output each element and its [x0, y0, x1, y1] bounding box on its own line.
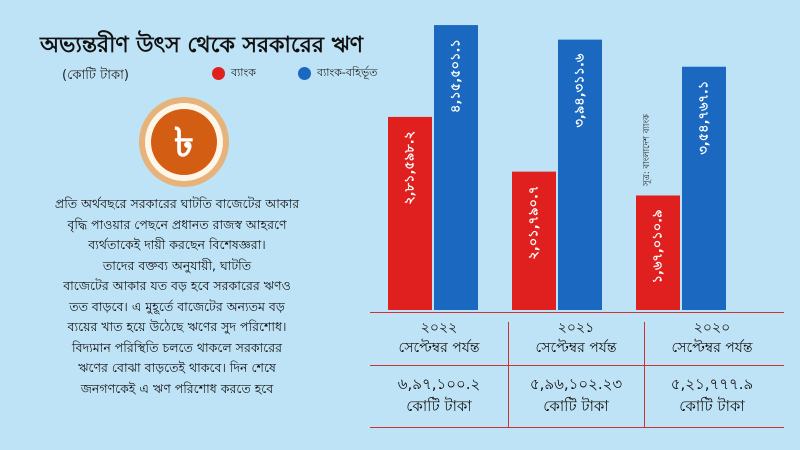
paragraph-line: তত বাড়বে। এ মুহূর্তে বাজেটের অন্যতম বড় — [69, 298, 285, 314]
source-note: সূত্র: বাংলাদেশ ব্যাংক — [642, 114, 652, 186]
paragraph-line: ব্যর্থতাকেই দায়ী করছেন বিশেষজ্ঞরা। — [88, 237, 266, 252]
year-cell: ২০২১ সেপ্টেম্বর পর্যন্ত — [508, 318, 644, 358]
total-cell: ৫,৯৬,১০২.২৩ কোটি টাকা — [508, 373, 644, 417]
period-label: সেপ্টেম্বর পর্যন্ত — [398, 340, 480, 356]
taka-symbol: ৳ — [174, 120, 194, 166]
paragraph-line: ব্যয়ের খাত হয়ে উঠেছে ঋণের সুদ পরিশোধ। — [67, 319, 287, 334]
chart-title: অভ্যন্তরীণ উৎস থেকে সরকারের ঋণ — [40, 33, 364, 58]
legend-nonbank: ব্যাংক-বহির্ভূত — [298, 64, 377, 83]
paragraph-line: জনগণকেই এ ঋণ পরিশোধ করতে হবে — [80, 380, 274, 396]
table-top-rule — [370, 312, 784, 313]
description-paragraph: প্রতি অর্থবছরে সরকারের ঘাটতি বাজেটের আকা… — [6, 194, 348, 399]
total-cell: ৫,২১,৭৭৭.৯ কোটি টাকা — [644, 373, 780, 417]
bar-bank — [512, 171, 556, 310]
total-unit: কোটি টাকা — [406, 397, 472, 415]
total-value: ৫,৯৬,১০২.২৩ — [529, 375, 623, 393]
legend-bank-label: ব্যাংক — [231, 66, 256, 79]
bar-value-label: ২,০১,৭৯০.৭ — [527, 186, 542, 260]
bar-value-label: ৪,১৫,৫০১.১ — [449, 39, 464, 113]
total-value: ৬,৯৭,১০০.২ — [397, 375, 481, 393]
period-label: সেপ্টেম্বর পর্যন্ত — [535, 340, 617, 356]
bar-value-label: ২,৮১,৫৯৮.২ — [403, 131, 418, 205]
paragraph-line: তাদের বক্তব্য অনুযায়ী, ঘাটতি — [102, 257, 252, 273]
bar-bank — [388, 116, 432, 311]
legend-nonbank-swatch — [298, 67, 311, 80]
paragraph-line: বিদ্যমান পরিস্থিতি চলতে থাকলে সরকারের — [72, 339, 282, 355]
year-label: ২০২০ — [693, 320, 731, 336]
legend-nonbank-label: ব্যাংক-বহির্ভূত — [317, 66, 378, 79]
paragraph-line: বাজেটের আকার যত বড় হবে সরকারের ঋণও — [63, 278, 291, 293]
period-label: সেপ্টেম্বর পর্যন্ত — [671, 340, 753, 356]
total-unit: কোটি টাকা — [679, 397, 745, 415]
legend-bank: ব্যাংক — [212, 64, 256, 83]
legend-bank-swatch — [212, 67, 225, 80]
bar-value-label: ১,৬৭,০১০.৯ — [651, 209, 666, 283]
year-label: ২০২১ — [557, 320, 595, 336]
table-divider-1 — [508, 322, 509, 428]
total-cell: ৬,৯৭,১০০.২ কোটি টাকা — [371, 373, 507, 417]
year-cell: ২০২২ সেপ্টেম্বর পর্যন্ত — [371, 318, 507, 358]
total-value: ৫,২১,৭৭৭.৯ — [670, 375, 754, 393]
total-unit: কোটি টাকা — [543, 397, 609, 415]
bar-nonbank — [558, 39, 602, 311]
table-mid-rule — [370, 365, 784, 366]
bar-nonbank — [682, 66, 726, 310]
paragraph-line: ঋণের বোঝা বাড়তেই থাকবে। দিন শেষে — [78, 360, 276, 375]
taka-coin-icon: ৳ — [138, 96, 230, 188]
bar-bank — [636, 195, 680, 310]
paragraph-line: প্রতি অর্থবছরে সরকারের ঘাটতি বাজেটের আকা… — [54, 196, 300, 211]
bar-value-label: ৩,৫৪,৭৬৭.১ — [697, 81, 712, 155]
year-cell: ২০২০ সেপ্টেম্বর পর্যন্ত — [644, 318, 780, 358]
paragraph-line: বৃদ্ধি পাওয়ার পেছনে প্রধানত রাজস্ব আহরণ… — [67, 216, 287, 232]
year-label: ২০২২ — [420, 320, 458, 336]
unit-label: (কোটি টাকা) — [62, 68, 129, 83]
table-divider-2 — [644, 322, 645, 428]
table-bottom-rule — [370, 427, 784, 428]
bar-nonbank — [434, 25, 478, 310]
bar-value-label: ৩,৯৪,৩১১.৬ — [573, 53, 588, 127]
